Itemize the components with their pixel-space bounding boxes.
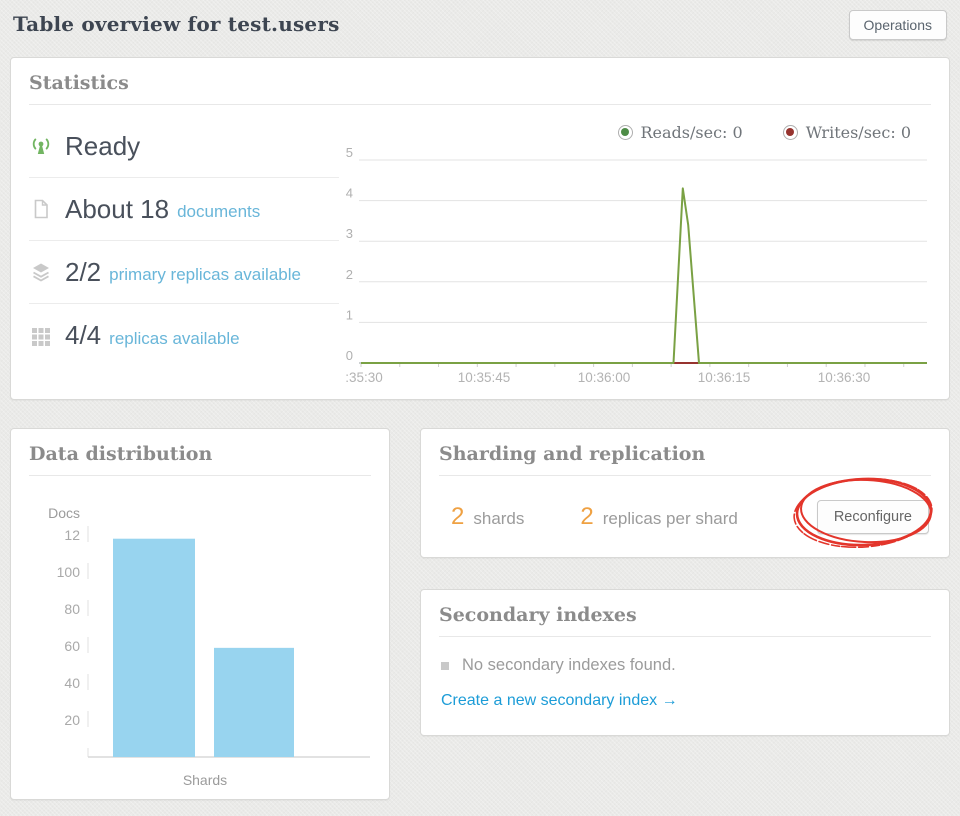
primary-replicas-row: 2/2 primary replicas available (29, 241, 339, 304)
replicas-per-shard-label: replicas per shard (602, 509, 738, 528)
svg-text:12: 12 (64, 527, 80, 543)
svg-text:80: 80 (64, 601, 80, 617)
reads-radio-icon (617, 124, 633, 140)
documents-row: About 18 documents (29, 178, 339, 241)
secondary-indexes-title: Secondary indexes (439, 590, 931, 637)
grid-icon (32, 327, 50, 346)
reads-writes-chart: 0 1 2 3 4 5 :35:30 10:35:45 10:36:00 10:36:15 10:3… (345, 145, 927, 385)
svg-text:20: 20 (64, 712, 80, 728)
shards-label: shards (473, 509, 525, 528)
documents-label: documents (177, 202, 261, 221)
writes-radio-icon (782, 124, 798, 140)
sharding-panel: Sharding and replication 2 shards 2 repl… (420, 428, 950, 558)
replicas-per-shard-stat: 2 replicas per shard (580, 503, 737, 531)
legend-writes-label: Writes/sec: 0 (805, 122, 911, 142)
svg-text:3: 3 (346, 226, 353, 241)
table-status: Ready (65, 130, 141, 161)
shards-stat: 2 shards (451, 503, 524, 531)
legend-writes[interactable]: Writes/sec: 0 (782, 122, 911, 142)
primary-replicas-label: primary replicas available (109, 265, 301, 284)
operations-button[interactable]: Operations (848, 10, 947, 40)
sharding-title: Sharding and replication (439, 429, 931, 476)
documents-count: About 18 (65, 193, 170, 224)
page-header: Table overview for test.users Operations (0, 0, 960, 46)
replicas-count: 4/4 (65, 320, 102, 350)
svg-text:1: 1 (346, 307, 353, 322)
shards-count: 2 (451, 503, 465, 530)
replicas-per-shard-count: 2 (580, 503, 594, 530)
document-icon (34, 199, 48, 219)
statistics-title: Statistics (29, 58, 931, 105)
svg-text:100: 100 (57, 564, 81, 580)
svg-text:5: 5 (346, 145, 353, 160)
reconfigure-button[interactable]: Reconfigure (816, 500, 929, 534)
svg-text::35:30: :35:30 (345, 370, 383, 385)
square-bullet-icon (441, 661, 449, 670)
svg-text:60: 60 (64, 638, 80, 654)
svg-text:10:36:30: 10:36:30 (818, 370, 871, 385)
chart-legend: Reads/sec: 0 Writes/sec: 0 (339, 121, 931, 143)
legend-reads-label: Reads/sec: 0 (640, 122, 743, 142)
svg-text:2: 2 (346, 267, 353, 282)
svg-text:10:35:45: 10:35:45 (458, 370, 511, 385)
legend-reads[interactable]: Reads/sec: 0 (617, 122, 743, 142)
svg-text:10:36:00: 10:36:00 (578, 370, 631, 385)
svg-text:40: 40 (64, 675, 80, 691)
svg-text:Docs: Docs (48, 505, 80, 521)
performance-chart-area: Reads/sec: 0 Writes/sec: 0 0 1 2 3 4 5 :35:30 1… (339, 105, 931, 397)
broadcast-icon (32, 138, 50, 154)
secondary-indexes-panel: Secondary indexes No secondary indexes f… (420, 589, 950, 736)
svg-text:4: 4 (346, 186, 353, 201)
data-distribution-panel: Data distribution Docs 12 100 80 60 40 20 Shard… (10, 428, 390, 800)
svg-text:Shards: Shards (183, 772, 227, 788)
sharding-stats: 2 shards 2 replicas per shard Reconfigur… (451, 500, 929, 534)
page-title: Table overview for test.users (13, 12, 340, 36)
primary-replicas-count: 2/2 (65, 256, 102, 287)
statistics-list: Ready About 18 documents 2/2 primary r (29, 105, 339, 397)
data-distribution-title: Data distribution (29, 429, 371, 476)
no-indexes-message: No secondary indexes found. (462, 656, 676, 674)
svg-text:10:36:15: 10:36:15 (698, 370, 751, 385)
layers-icon (33, 263, 49, 282)
data-distribution-chart: Docs 12 100 80 60 40 20 Shards (48, 505, 370, 788)
status-row: Ready (29, 115, 339, 178)
no-indexes-message-row: No secondary indexes found. (441, 656, 931, 675)
create-index-link[interactable]: Create a new secondary index → (441, 692, 678, 709)
replicas-row: 4/4 replicas available (29, 304, 339, 367)
svg-text:0: 0 (346, 348, 353, 363)
statistics-panel: Statistics Ready About 18 (10, 57, 950, 400)
replicas-label: replicas available (109, 328, 240, 348)
